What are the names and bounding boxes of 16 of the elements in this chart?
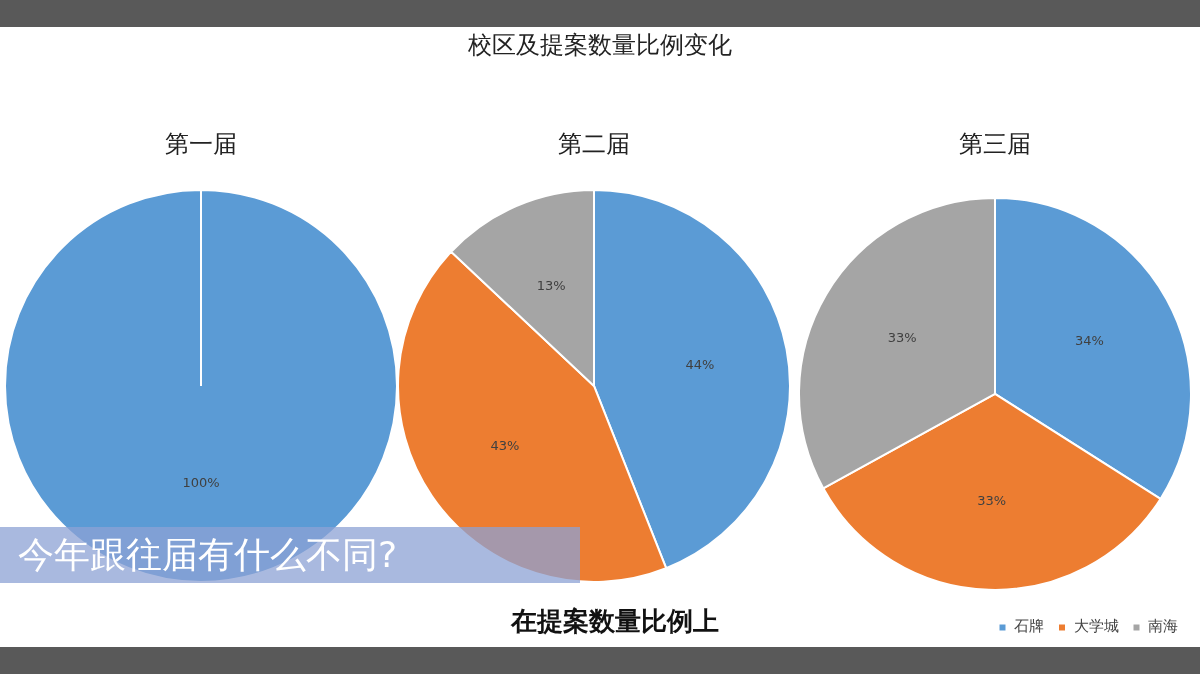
data-label: 13% bbox=[536, 278, 566, 294]
chart-title: 第二届 bbox=[558, 129, 630, 158]
chart-title: 第一届 bbox=[165, 129, 237, 158]
data-label: 33% bbox=[977, 493, 1007, 509]
text: 在提案数量比例上 bbox=[511, 606, 719, 636]
legend-label: 大学城 bbox=[1073, 617, 1119, 636]
chart-title: 第三届 bbox=[959, 129, 1031, 158]
data-label: 100% bbox=[182, 475, 220, 491]
legend-label: 南海 bbox=[1148, 617, 1178, 636]
text: 今年跟往届有什么不同? bbox=[0, 527, 580, 584]
text: 校区及提案数量比例变化 bbox=[467, 30, 733, 61]
data-label: 34% bbox=[1075, 333, 1104, 349]
data-label: 43% bbox=[490, 437, 520, 453]
data-label: 33% bbox=[887, 330, 917, 346]
data-label: 44% bbox=[685, 357, 715, 373]
legend-label: 石牌 bbox=[1014, 617, 1044, 636]
